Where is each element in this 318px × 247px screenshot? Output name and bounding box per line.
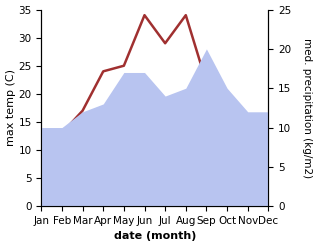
Y-axis label: med. precipitation (kg/m2): med. precipitation (kg/m2) [302, 38, 313, 178]
Y-axis label: max temp (C): max temp (C) [5, 69, 16, 146]
X-axis label: date (month): date (month) [114, 231, 196, 242]
